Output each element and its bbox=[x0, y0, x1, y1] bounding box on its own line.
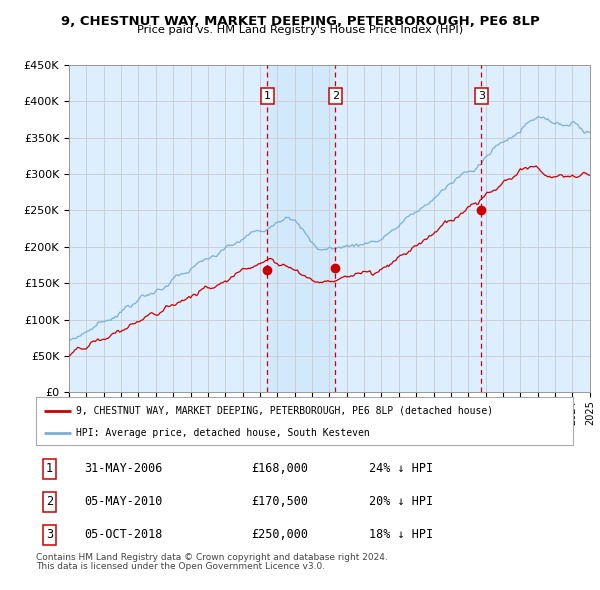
Text: Contains HM Land Registry data © Crown copyright and database right 2024.: Contains HM Land Registry data © Crown c… bbox=[36, 553, 388, 562]
Text: 2: 2 bbox=[46, 495, 53, 509]
Text: 24% ↓ HPI: 24% ↓ HPI bbox=[369, 462, 433, 476]
Text: 3: 3 bbox=[478, 91, 485, 101]
Text: 2: 2 bbox=[332, 91, 339, 101]
Text: 9, CHESTNUT WAY, MARKET DEEPING, PETERBOROUGH, PE6 8LP: 9, CHESTNUT WAY, MARKET DEEPING, PETERBO… bbox=[61, 15, 539, 28]
Text: 18% ↓ HPI: 18% ↓ HPI bbox=[369, 528, 433, 542]
Text: 1: 1 bbox=[264, 91, 271, 101]
Text: 9, CHESTNUT WAY, MARKET DEEPING, PETERBOROUGH, PE6 8LP (detached house): 9, CHESTNUT WAY, MARKET DEEPING, PETERBO… bbox=[76, 405, 493, 415]
Text: £168,000: £168,000 bbox=[251, 462, 308, 476]
Text: Price paid vs. HM Land Registry's House Price Index (HPI): Price paid vs. HM Land Registry's House … bbox=[137, 25, 463, 35]
Text: 20% ↓ HPI: 20% ↓ HPI bbox=[369, 495, 433, 509]
Text: £250,000: £250,000 bbox=[251, 528, 308, 542]
Text: 1: 1 bbox=[46, 462, 53, 476]
Text: 3: 3 bbox=[46, 528, 53, 542]
Bar bbox=[267, 65, 335, 392]
Text: 31-MAY-2006: 31-MAY-2006 bbox=[85, 462, 163, 476]
Text: £170,500: £170,500 bbox=[251, 495, 308, 509]
Text: 05-OCT-2018: 05-OCT-2018 bbox=[85, 528, 163, 542]
Text: This data is licensed under the Open Government Licence v3.0.: This data is licensed under the Open Gov… bbox=[36, 562, 325, 571]
Text: HPI: Average price, detached house, South Kesteven: HPI: Average price, detached house, Sout… bbox=[76, 428, 370, 438]
Text: 05-MAY-2010: 05-MAY-2010 bbox=[85, 495, 163, 509]
